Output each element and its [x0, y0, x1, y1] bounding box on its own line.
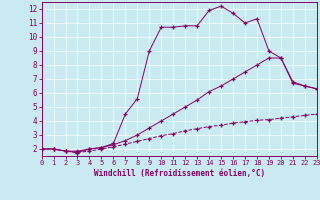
X-axis label: Windchill (Refroidissement éolien,°C): Windchill (Refroidissement éolien,°C) [94, 169, 265, 178]
